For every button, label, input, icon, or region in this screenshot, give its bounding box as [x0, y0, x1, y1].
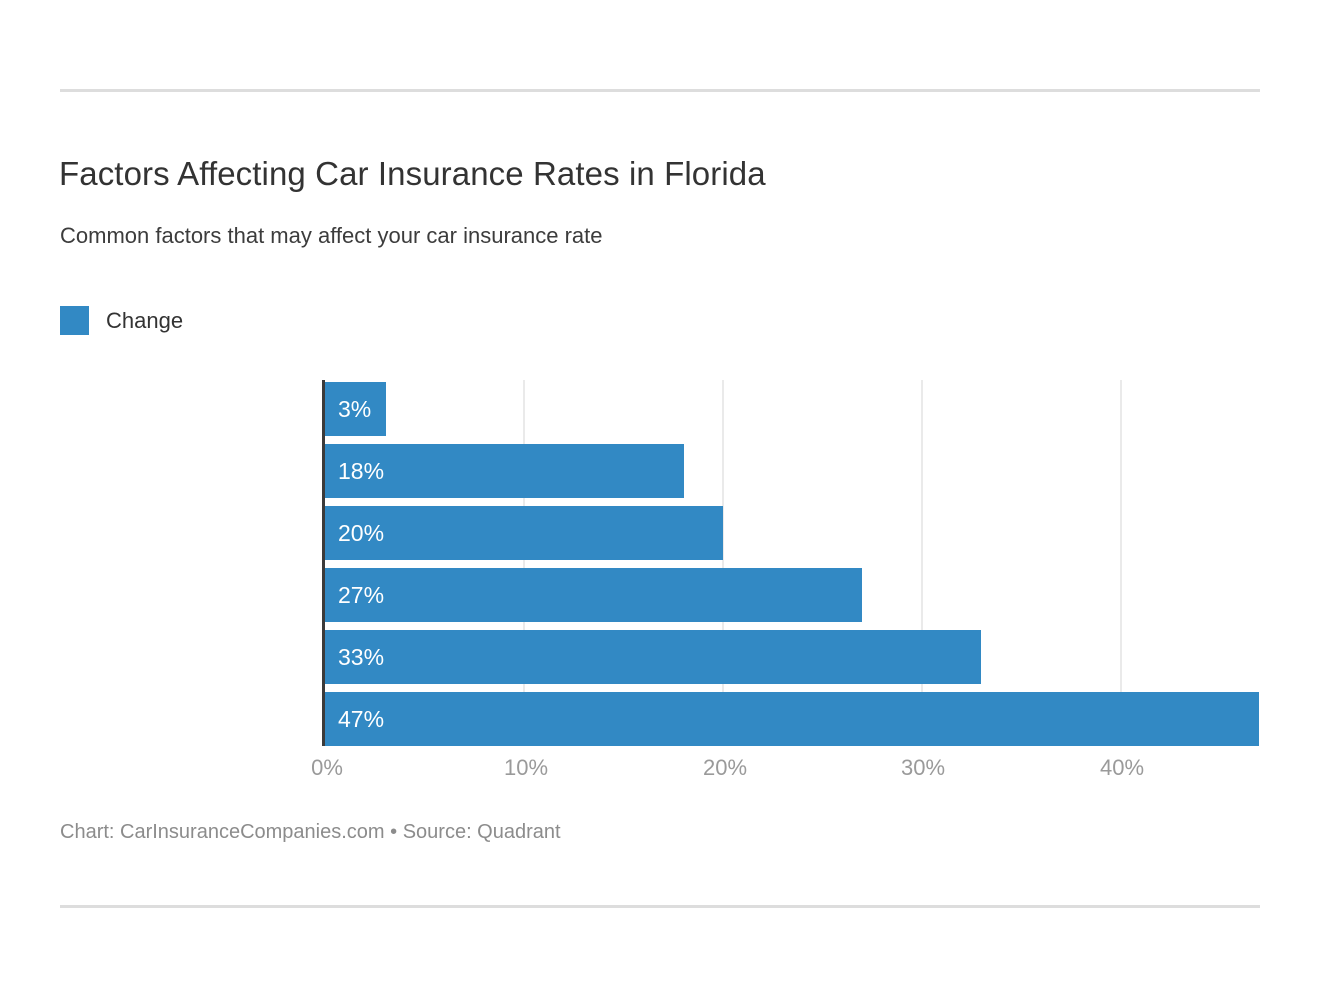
bar-6k-v-12k-mile-commute[interactable]: 3% [325, 382, 386, 436]
bar-have-an-accident[interactable]: 20% [325, 506, 723, 560]
gridline-40 [1120, 380, 1122, 745]
bar-value-label: 18% [338, 458, 385, 484]
bar-value-label: 27% [338, 582, 385, 608]
chart-legend: Change [60, 306, 183, 335]
bar-low-v-high-coverage[interactable]: 27% [325, 568, 862, 622]
bar-value-label: 33% [338, 644, 385, 670]
y-axis-line [322, 380, 325, 746]
bar-get-a-dui[interactable]: 33% [325, 630, 981, 684]
x-tick-10: 10% [503, 755, 549, 780]
gridline-30 [921, 380, 923, 745]
bar-good-v-bad-credit[interactable]: 47% [325, 692, 1259, 746]
chart-subtitle: Common factors that may affect your car … [60, 223, 603, 248]
bottom-divider [60, 905, 1260, 908]
gridline-10 [523, 380, 525, 745]
chart-credit: Chart: CarInsuranceCompanies.com • Sourc… [60, 821, 561, 843]
legend-label-change: Change [106, 308, 184, 333]
bar-value-label: 3% [338, 396, 372, 422]
bar-value-label: 20% [338, 520, 385, 546]
page-title: Factors Affecting Car Insurance Rates in… [59, 155, 766, 192]
x-tick-40: 40% [1099, 755, 1145, 780]
x-tick-20: 20% [702, 755, 748, 780]
bar-value-label: 47% [338, 706, 385, 732]
gridline-20 [722, 380, 724, 745]
x-tick-30: 30% [900, 755, 946, 780]
bar-get-a-speeding-ticket[interactable]: 18% [325, 444, 684, 498]
x-tick-0: 0% [311, 755, 343, 780]
legend-swatch-change [60, 306, 89, 335]
top-divider [60, 89, 1260, 92]
